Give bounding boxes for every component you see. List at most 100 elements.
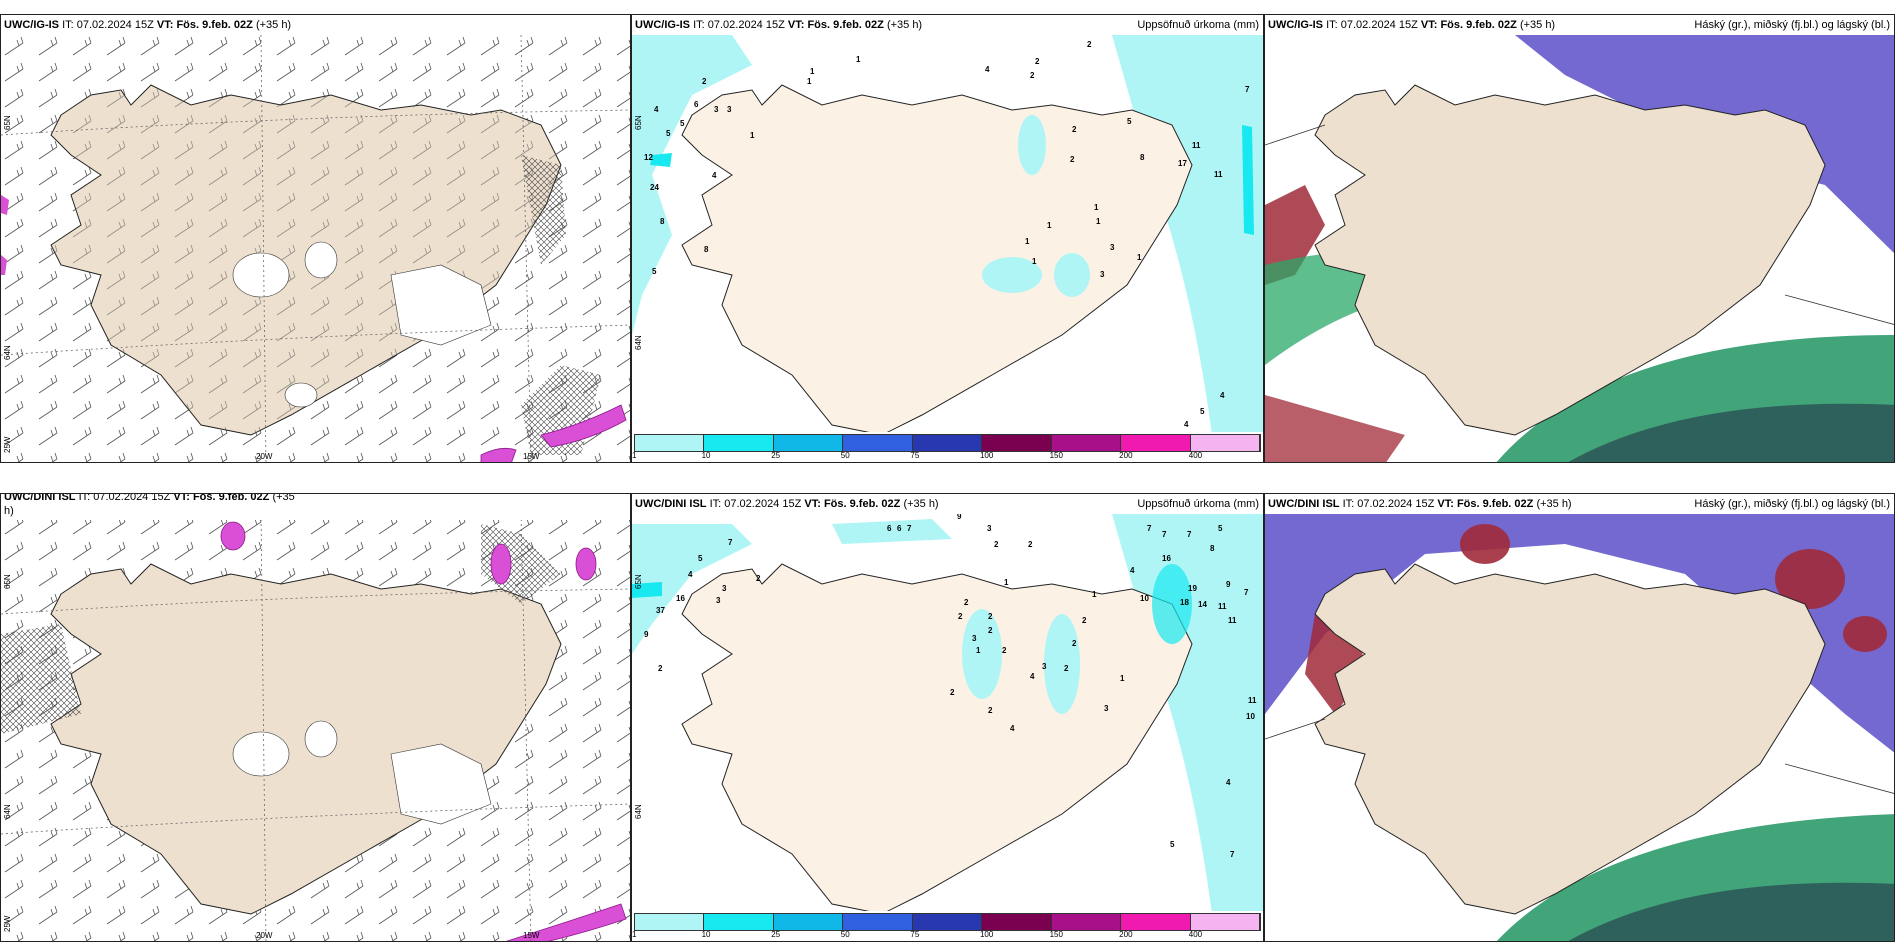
lat-label-64n: 64N <box>3 345 12 360</box>
precip-value: 5 <box>1218 524 1223 533</box>
map-panel-precip-igis[interactable]: UWC/IG-IS IT: 07.02.2024 15Z VT: Fös. 9.… <box>631 14 1264 463</box>
colorbar-swatch <box>912 914 983 930</box>
map-panel-clouds-igis[interactable]: UWC/IG-IS IT: 07.02.2024 15Z VT: Fös. 9.… <box>1264 14 1895 463</box>
precip-value: 2 <box>1087 40 1092 49</box>
map-panel-precip-dini[interactable]: UWC/DINI ISL IT: 07.02.2024 15Z VT: Fös.… <box>631 493 1264 942</box>
precip-value: 1 <box>856 55 861 64</box>
precip-value: 3 <box>1104 704 1109 713</box>
precip-value: 4 <box>1010 724 1015 733</box>
clouds-map <box>1265 35 1894 462</box>
colorbar-swatch <box>1051 914 1122 930</box>
precip-value: 12 <box>644 153 653 162</box>
lat-label-64n: 64N <box>634 804 643 819</box>
precip-value: 5 <box>652 267 657 276</box>
map-panel-wind-igis[interactable]: UWC/IG-IS IT: 07.02.2024 15Z VT: Fös. 9.… <box>0 14 631 463</box>
precip-value: 3 <box>1110 243 1115 252</box>
precip-value: 5 <box>680 119 685 128</box>
precip-value: 2 <box>1035 57 1040 66</box>
colorbar-label: 1 <box>632 930 637 939</box>
panel-header: UWC/DINI ISL IT: 07.02.2024 15Z VT: Fös.… <box>1265 494 1894 514</box>
precip-value: 4 <box>1184 420 1189 429</box>
colorbar-swatch <box>912 435 983 451</box>
precip-value: 4 <box>1220 391 1225 400</box>
panel-header: UWC/IG-IS IT: 07.02.2024 15Z VT: Fös. 9.… <box>1265 15 1894 35</box>
precip-value: 2 <box>1070 155 1075 164</box>
precip-value: 16 <box>1162 554 1171 563</box>
precip-value: 1 <box>1094 203 1099 212</box>
lon-label-20w: 20W <box>256 452 273 461</box>
precip-value: 1 <box>1004 578 1009 587</box>
precip-value: 7 <box>907 524 912 533</box>
colorbar-swatch <box>1051 435 1122 451</box>
precip-value: 2 <box>1082 616 1087 625</box>
lon-label-20w: 20W <box>256 931 273 940</box>
colorbar-label: 200 <box>1119 930 1133 939</box>
precip-value: 3 <box>1042 662 1047 671</box>
precip-value: 7 <box>1244 588 1249 597</box>
precip-value: 3 <box>716 596 721 605</box>
precip-value: 1 <box>976 646 981 655</box>
lat-label-65n: 65N <box>3 574 12 589</box>
precip-value: 9 <box>957 512 962 521</box>
precip-value: 2 <box>1072 125 1077 134</box>
precip-map <box>632 514 1263 914</box>
precip-value: 2 <box>756 574 761 583</box>
precip-value: 16 <box>676 594 685 603</box>
colorbar-label: 400 <box>1188 451 1203 460</box>
precip-value: 6 <box>897 524 902 533</box>
colorbar-label: 400 <box>1188 930 1203 939</box>
precip-value: 3 <box>1100 270 1105 279</box>
precip-value: 4 <box>688 570 693 579</box>
precip-value: 8 <box>1140 153 1145 162</box>
precip-value: 4 <box>1030 672 1035 681</box>
colorbar-swatch <box>843 435 913 451</box>
precip-value: 10 <box>1246 712 1255 721</box>
precip-value: 2 <box>1028 540 1033 549</box>
precip-value: 19 <box>1188 584 1197 593</box>
panel-header: UWC/IG-IS IT: 07.02.2024 15Z VT: Fös. 9.… <box>632 15 1263 35</box>
lon-label-25w: 25W <box>3 436 12 453</box>
colorbar-swatch <box>1190 435 1260 451</box>
precip-value: 1 <box>1120 674 1125 683</box>
map-panel-clouds-dini[interactable]: UWC/DINI ISL IT: 07.02.2024 15Z VT: Fös.… <box>1264 493 1895 942</box>
colorbar-swatch <box>1121 435 1191 451</box>
precip-value: 14 <box>1198 600 1207 609</box>
precip-value: 2 <box>702 77 707 86</box>
panel-header: UWC/DINI ISL IT: 07.02.2024 15Z VT: Fös.… <box>632 494 1263 514</box>
panel-variable-title: Uppsöfnuð úrkoma (mm) <box>1137 498 1259 510</box>
precip-value: 2 <box>1002 646 1007 655</box>
precip-value: 2 <box>964 598 969 607</box>
precip-value: 7 <box>1245 85 1250 94</box>
wind-map <box>1 514 630 941</box>
precip-value: 11 <box>1228 616 1237 625</box>
lat-label-65n: 65N <box>634 115 643 130</box>
precip-value: 5 <box>1170 840 1175 849</box>
lat-label-65n: 65N <box>634 574 643 589</box>
precip-value: 3 <box>722 584 727 593</box>
precip-value: 4 <box>1226 778 1231 787</box>
colorbar-label: 50 <box>840 930 850 939</box>
colorbar-label: 100 <box>979 451 994 460</box>
precip-value: 17 <box>1178 159 1187 168</box>
precip-value: 11 <box>1248 696 1257 705</box>
precip-value: 2 <box>1064 664 1069 673</box>
map-panel-wind-dini[interactable]: UWC/DINI ISL IT: 07.02.2024 15Z VT: Fös.… <box>0 493 631 942</box>
colorbar-swatch <box>982 435 1052 451</box>
colorbar-label: 1 <box>632 451 637 460</box>
colorbar-swatch <box>635 435 705 451</box>
precip-value: 37 <box>656 606 665 615</box>
precip-colorbar: 1 10 25 50 75 100 150 200 400 <box>632 432 1263 462</box>
precip-value: 7 <box>728 538 733 547</box>
precip-value: 8 <box>660 217 665 226</box>
panel-variable-title: Háský (gr.), miðský (fj.bl.) og lágský (… <box>1694 498 1890 510</box>
wind-map <box>1 35 630 462</box>
lon-label-15w: 15W <box>523 452 540 461</box>
colorbar-label: 25 <box>771 451 781 460</box>
precip-value: 1 <box>1025 237 1030 246</box>
precip-value: 1 <box>750 131 755 140</box>
precip-value: 1 <box>1092 590 1097 599</box>
precip-value: 3 <box>972 634 977 643</box>
panel-header: UWC/IG-IS IT: 07.02.2024 15Z VT: Fös. 9.… <box>1 15 630 35</box>
colorbar-swatch <box>843 914 913 930</box>
panel-header: UWC/DINI ISL IT: 07.02.2024 15Z VT: Fös.… <box>1 494 630 520</box>
